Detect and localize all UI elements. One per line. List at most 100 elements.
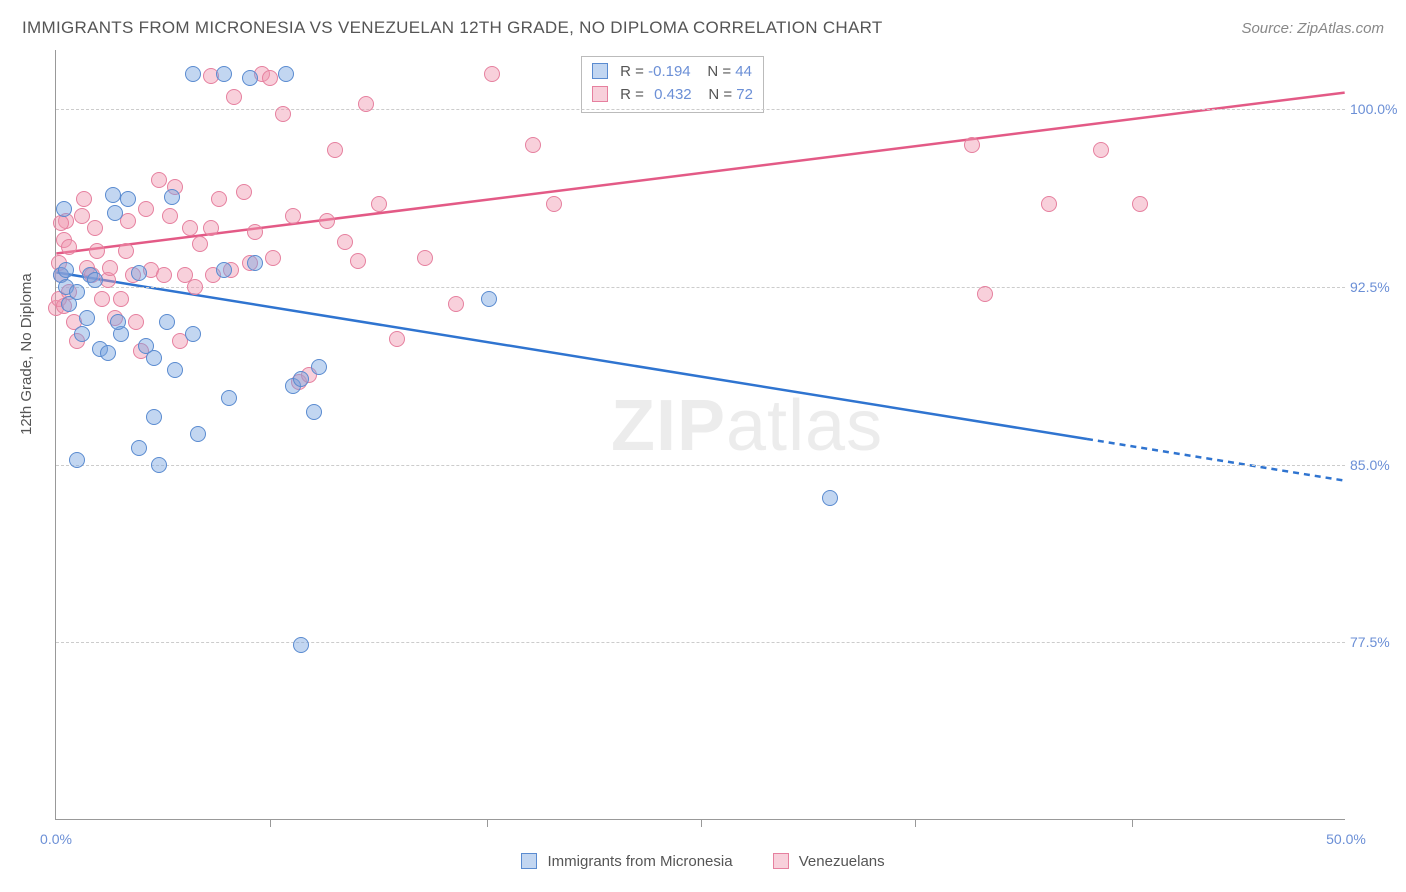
- series2-point: [162, 208, 178, 224]
- series2-point: [187, 279, 203, 295]
- series2-point: [74, 208, 90, 224]
- series2-point: [113, 291, 129, 307]
- series2-point: [525, 137, 541, 153]
- series2-point: [546, 196, 562, 212]
- y-tick-label: 100.0%: [1350, 101, 1405, 117]
- series2-point: [138, 201, 154, 217]
- series2-point: [102, 260, 118, 276]
- series1-point: [110, 314, 126, 330]
- series2-point: [1041, 196, 1057, 212]
- series1-label: Immigrants from Micronesia: [548, 853, 733, 870]
- grid-line: [56, 109, 1345, 110]
- series1-point: [100, 345, 116, 361]
- series2-point: [247, 224, 263, 240]
- series2-point: [94, 291, 110, 307]
- series1-point: [146, 409, 162, 425]
- series2-point: [118, 243, 134, 259]
- series1-point: [216, 66, 232, 82]
- series1-point: [481, 291, 497, 307]
- series1-point: [311, 359, 327, 375]
- watermark-rest: atlas: [726, 386, 883, 466]
- x-tick: [701, 819, 702, 827]
- n-label: N =: [708, 86, 732, 103]
- series1-point: [185, 66, 201, 82]
- y-axis-label: 12th Grade, No Diploma: [18, 273, 35, 435]
- series1-point: [107, 205, 123, 221]
- series2-swatch-icon: [592, 86, 608, 102]
- series2-label: Venezuelans: [799, 853, 885, 870]
- series2-point: [76, 191, 92, 207]
- series2-point: [262, 70, 278, 86]
- series1-swatch-icon: [592, 63, 608, 79]
- x-tick: [915, 819, 916, 827]
- grid-line: [56, 287, 1345, 288]
- r-label: R =: [620, 63, 644, 80]
- series1-point: [216, 262, 232, 278]
- watermark: ZIPatlas: [611, 385, 883, 467]
- grid-line: [56, 642, 1345, 643]
- legend-item-1: Immigrants from Micronesia: [521, 853, 732, 870]
- source-attribution: Source: ZipAtlas.com: [1241, 20, 1384, 37]
- series2-point: [211, 191, 227, 207]
- series2-point: [1093, 142, 1109, 158]
- series1-point: [69, 452, 85, 468]
- series1-point: [146, 350, 162, 366]
- series1-point: [131, 265, 147, 281]
- series1-point: [293, 637, 309, 653]
- series1-point: [247, 255, 263, 271]
- series2-point: [448, 296, 464, 312]
- y-tick-label: 77.5%: [1350, 634, 1405, 650]
- series2-point: [327, 142, 343, 158]
- series1-point: [131, 440, 147, 456]
- series2-point: [484, 66, 500, 82]
- series2-point: [192, 236, 208, 252]
- series2-point: [275, 106, 291, 122]
- series1-point: [56, 201, 72, 217]
- series2-point: [89, 243, 105, 259]
- series1-point: [151, 457, 167, 473]
- series2-point: [417, 250, 433, 266]
- series1-point: [293, 371, 309, 387]
- series2-point: [1132, 196, 1148, 212]
- series2-point: [182, 220, 198, 236]
- series1-r-value: -0.194: [648, 63, 691, 80]
- stats-box: R = -0.194 N = 44 R = 0.432 N = 72: [581, 56, 764, 113]
- series2-point: [350, 253, 366, 269]
- series2-point: [389, 331, 405, 347]
- y-tick-label: 92.5%: [1350, 279, 1405, 295]
- series1-point: [242, 70, 258, 86]
- series1-point: [306, 404, 322, 420]
- series2-point: [977, 286, 993, 302]
- series2-point: [128, 314, 144, 330]
- series2-r-value: 0.432: [654, 86, 692, 103]
- series1-point: [167, 362, 183, 378]
- series1-point: [278, 66, 294, 82]
- series1-point: [190, 426, 206, 442]
- x-tick: [487, 819, 488, 827]
- series2-point: [964, 137, 980, 153]
- series1-point: [58, 262, 74, 278]
- series1-point: [87, 272, 103, 288]
- n-label: N =: [707, 63, 731, 80]
- series2-point: [337, 234, 353, 250]
- series2-swatch-icon: [773, 853, 789, 869]
- grid-line: [56, 465, 1345, 466]
- x-tick: [1132, 819, 1133, 827]
- series2-point: [265, 250, 281, 266]
- series1-point: [159, 314, 175, 330]
- series2-point: [358, 96, 374, 112]
- series1-point: [74, 326, 90, 342]
- r-label: R =: [620, 86, 644, 103]
- series2-point: [371, 196, 387, 212]
- stats-row-2: R = 0.432 N = 72: [592, 84, 753, 107]
- legend-item-2: Venezuelans: [773, 853, 885, 870]
- watermark-bold: ZIP: [611, 386, 726, 466]
- x-tick: [270, 819, 271, 827]
- series2-n-value: 72: [736, 86, 753, 103]
- series1-swatch-icon: [521, 853, 537, 869]
- series2-point: [151, 172, 167, 188]
- series1-point: [185, 326, 201, 342]
- series1-point: [120, 191, 136, 207]
- chart-title: IMMIGRANTS FROM MICRONESIA VS VENEZUELAN…: [22, 18, 883, 38]
- series2-point: [53, 215, 69, 231]
